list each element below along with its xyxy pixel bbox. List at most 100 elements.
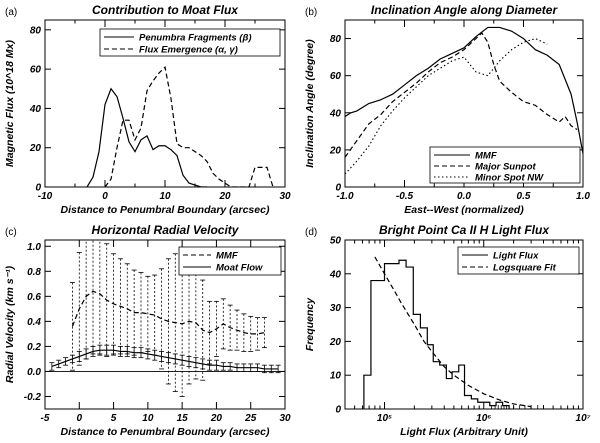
- series-b-3: [345, 37, 548, 175]
- error-bar: [76, 351, 82, 362]
- y-tick-label: 0.2: [27, 342, 41, 353]
- error-bar: [145, 348, 151, 360]
- panel-c: -0.2 0.0 0.2 0.4 0.6 0.8 1.0 -5 0 5 10 15 20 25 30 Hori…: [4, 223, 291, 438]
- error-bar: [248, 315, 254, 352]
- x-axis-label: Distance to Penumbral Boundary (arcsec): [61, 204, 270, 216]
- x-axis-label: East--West (normalized): [404, 204, 524, 216]
- y-tick-label: 40: [329, 108, 342, 119]
- x-tick-label: 10: [142, 413, 154, 424]
- panel-label: (b): [305, 7, 317, 18]
- panel-label: (d): [305, 227, 317, 238]
- error-bar: [104, 243, 110, 357]
- legend-frame: [178, 246, 282, 276]
- y-tick-label: 20: [29, 143, 42, 154]
- x-tick-label: 30: [279, 191, 291, 202]
- error-bar: [131, 347, 137, 359]
- error-bar: [179, 354, 185, 366]
- y-tick-label: 50: [330, 236, 342, 247]
- chart-title: Inclination Angle along Diameter: [371, 3, 559, 17]
- error-bar: [275, 364, 281, 374]
- error-bar: [268, 364, 274, 374]
- y-axis-label: Radial Velocity (km s⁻¹): [4, 265, 16, 383]
- x-tick-label: 20: [218, 191, 231, 202]
- plot-area: [345, 26, 583, 175]
- error-bar: [152, 349, 158, 361]
- histogram-steps: [363, 259, 510, 409]
- x-tick-label: 25: [244, 413, 257, 424]
- y-tick-label: 20: [329, 145, 342, 156]
- error-bar: [213, 359, 219, 371]
- x-tick-label: 20: [210, 413, 223, 424]
- legend-frame: [457, 246, 580, 275]
- y-tick-label: 60: [330, 71, 342, 82]
- x-tick-label: 10: [159, 191, 171, 202]
- error-bar: [200, 279, 206, 381]
- error-bar: [227, 304, 233, 351]
- error-bar: [97, 240, 103, 355]
- x-axis-label: Distance to Penumbral Boundary (arcsec): [61, 426, 270, 438]
- error-bar: [248, 363, 254, 372]
- x-tick-label: 0: [102, 191, 108, 202]
- y-tick-label: 20: [329, 337, 342, 348]
- plot-frame: [44, 239, 286, 410]
- legend-entry: Flux Emergence (α, γ): [139, 45, 238, 56]
- series-line: [51, 349, 279, 370]
- error-bar: [255, 363, 261, 372]
- error-bar: [159, 351, 165, 362]
- error-bar: [261, 364, 267, 374]
- x-tick-label: -5: [41, 413, 50, 424]
- error-bar: [234, 309, 240, 351]
- y-tick-label: 0.4: [27, 317, 41, 328]
- legend: Penumbra Fragments (β)Flux Emergence (α,…: [99, 28, 281, 57]
- series-a-1: [86, 87, 207, 187]
- legend-entry: Moat Flow: [216, 263, 263, 274]
- error-bar: [104, 344, 110, 356]
- y-tick-label: 0.6: [27, 292, 41, 303]
- error-bar: [241, 313, 247, 352]
- error-bar: [111, 344, 117, 356]
- y-tick-label: 80: [330, 34, 342, 45]
- x-tick-label: 30: [279, 413, 291, 424]
- error-bar: [90, 346, 96, 357]
- series-b-1: [345, 26, 583, 154]
- error-bar: [234, 363, 240, 372]
- y-tick-label: 0.0: [27, 367, 41, 378]
- error-bar: [220, 362, 226, 371]
- y-tick-label: 0: [335, 183, 341, 194]
- error-bar: [186, 356, 192, 367]
- series-d-2: [374, 256, 532, 408]
- x-tick-label: 1.0: [576, 191, 590, 202]
- legend-entry: Major Sunpot: [475, 162, 537, 173]
- y-tick-label: 80: [30, 25, 42, 36]
- series-d-1: [363, 259, 510, 409]
- x-tick-label: -1.0: [336, 191, 354, 202]
- x-tick-label: -10: [38, 191, 53, 202]
- error-bar: [172, 253, 178, 392]
- error-bar: [165, 258, 171, 385]
- chart-title: Contribution to Moat Flux: [92, 3, 239, 17]
- plot-area: [49, 240, 281, 397]
- error-bar: [227, 362, 233, 371]
- y-tick-label: 0.8: [27, 267, 41, 278]
- error-bar: [83, 348, 89, 360]
- y-axis-label: Magnetic Flux (10^18 Mx): [4, 40, 16, 167]
- error-bar: [69, 354, 75, 364]
- panel-label: (a): [5, 7, 17, 18]
- series-line: [71, 290, 265, 335]
- y-tick-label: 40: [329, 269, 342, 280]
- y-axis-label: Inclination Angle (degree): [304, 39, 316, 168]
- x-tick-label: 0.5: [517, 191, 531, 202]
- error-bar: [76, 252, 82, 366]
- x-tick-label: -0.5: [396, 191, 414, 202]
- x-tick-label: 0.0: [457, 191, 471, 202]
- x-tick-label: 10⁵: [377, 413, 392, 424]
- error-bar: [207, 359, 213, 371]
- y-tick-label: 30: [330, 303, 342, 314]
- error-bar: [172, 353, 178, 365]
- legend-frame: [99, 28, 281, 57]
- y-tick-label: 10: [330, 371, 342, 382]
